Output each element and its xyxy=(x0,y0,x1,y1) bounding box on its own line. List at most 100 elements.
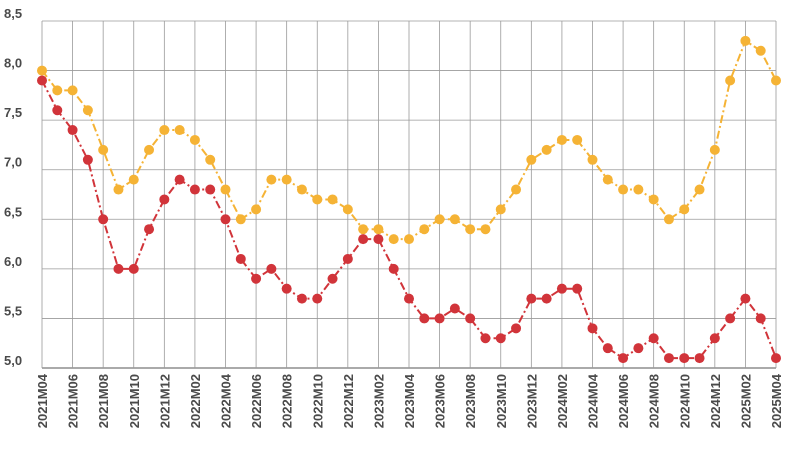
series-1-point xyxy=(113,184,124,195)
series-2-point xyxy=(755,313,766,324)
series-2-point xyxy=(296,293,307,304)
grid xyxy=(41,20,777,369)
series-2-point xyxy=(342,253,353,264)
series-2-point xyxy=(98,214,109,225)
series-1-point xyxy=(52,85,63,96)
series-1-point xyxy=(465,224,476,235)
series-1-point xyxy=(511,184,522,195)
series-group xyxy=(37,35,781,364)
x-tick-label: 2024M08 xyxy=(647,374,662,428)
series-1-point xyxy=(327,194,338,205)
series-2-point xyxy=(572,283,583,294)
y-tick-label: 8,0 xyxy=(4,56,22,71)
series-1-point xyxy=(740,35,751,46)
x-tick-label: 2021M10 xyxy=(127,374,142,428)
x-tick-label: 2024M06 xyxy=(616,374,631,428)
series-1-point xyxy=(587,154,598,165)
x-tick-label: 2021M12 xyxy=(157,374,172,428)
series-1-point xyxy=(296,184,307,195)
series-2-point xyxy=(404,293,414,304)
series-1-point xyxy=(98,144,109,155)
x-tick-label: 2023M02 xyxy=(371,374,386,428)
x-tick-label: 2021M04 xyxy=(35,373,50,428)
series-2-point xyxy=(251,273,262,284)
series-2-point xyxy=(694,353,705,364)
x-tick-label: 2021M08 xyxy=(96,374,111,428)
series-2-point xyxy=(556,283,567,294)
series-1-point xyxy=(679,204,690,215)
series-1-point xyxy=(419,224,430,235)
x-tick-label: 2023M08 xyxy=(463,374,478,428)
series-1-point xyxy=(388,234,399,245)
y-axis-ticks: 5,0 5,5 6,0 6,5 7,0 7,5 8,0 8,5 xyxy=(4,6,22,368)
series-2-point xyxy=(633,343,644,354)
series-2-point xyxy=(205,184,216,195)
series-1-point xyxy=(281,174,292,185)
x-axis-ticks: 2021M04 2021M06 2021M08 2021M10 2021M12 2022M… xyxy=(35,373,784,428)
series-2-point xyxy=(159,194,170,205)
series-2-point xyxy=(128,263,139,274)
x-tick-label: 2025M04 xyxy=(769,373,784,428)
series-2-point xyxy=(281,283,292,294)
series-1-point xyxy=(67,85,78,96)
x-tick-label: 2023M10 xyxy=(494,374,509,428)
x-tick-label: 2023M06 xyxy=(433,374,448,428)
series-2-point xyxy=(419,313,430,324)
series-1-point xyxy=(37,65,47,76)
series-1-point xyxy=(663,214,674,225)
y-tick-label: 8,5 xyxy=(4,6,22,21)
series-1-point xyxy=(526,154,537,165)
y-tick-label: 6,0 xyxy=(4,254,22,269)
series-1-point xyxy=(725,75,736,86)
series-2-point xyxy=(144,224,155,235)
x-tick-label: 2022M02 xyxy=(188,374,203,428)
series-1-point xyxy=(755,45,766,56)
series-1-point xyxy=(159,125,170,136)
series-1-point xyxy=(602,174,613,185)
series-2-point xyxy=(358,234,369,245)
series-1-point xyxy=(235,214,246,225)
series-2-point xyxy=(709,333,720,344)
series-2-point xyxy=(480,333,491,344)
series-2-point xyxy=(235,253,246,264)
series-1-point xyxy=(251,204,262,215)
series-1-point xyxy=(189,134,200,145)
series-2-point xyxy=(602,343,613,354)
x-tick-label: 2022M04 xyxy=(219,373,234,428)
series-1-point xyxy=(556,134,567,145)
series-2-point xyxy=(67,125,78,136)
series-1-point xyxy=(312,194,323,205)
series-2-point xyxy=(327,273,338,284)
y-tick-label: 5,0 xyxy=(4,353,22,368)
series-2-point xyxy=(679,353,690,364)
series-1-point xyxy=(572,134,583,145)
series-2-point xyxy=(526,293,537,304)
x-tick-label: 2022M06 xyxy=(249,374,264,428)
series-2-point xyxy=(37,75,47,86)
series-1-point xyxy=(633,184,644,195)
series-2-point xyxy=(725,313,736,324)
series-2-point xyxy=(434,313,445,324)
series-2-point xyxy=(312,293,323,304)
y-tick-label: 7,5 xyxy=(4,105,22,120)
series-1-point xyxy=(434,214,445,225)
series-2-point xyxy=(663,353,674,364)
series-1-point xyxy=(342,204,353,215)
y-tick-label: 7,0 xyxy=(4,155,22,170)
series-2-point xyxy=(113,263,124,274)
series-2-point xyxy=(771,353,781,364)
series-2-point xyxy=(220,214,231,225)
series-1-point xyxy=(618,184,629,195)
series-1-point xyxy=(220,184,231,195)
x-tick-label: 2023M12 xyxy=(524,374,539,428)
series-2-point xyxy=(587,323,598,334)
series-2-point xyxy=(740,293,751,304)
series-2-point xyxy=(495,333,506,344)
series-2-point xyxy=(82,154,93,165)
series-1-point xyxy=(480,224,491,235)
series-1-point xyxy=(205,154,216,165)
series-1-point xyxy=(771,75,781,86)
series-1-point xyxy=(694,184,705,195)
x-tick-label: 2024M10 xyxy=(677,374,692,428)
series-2-point xyxy=(511,323,522,334)
